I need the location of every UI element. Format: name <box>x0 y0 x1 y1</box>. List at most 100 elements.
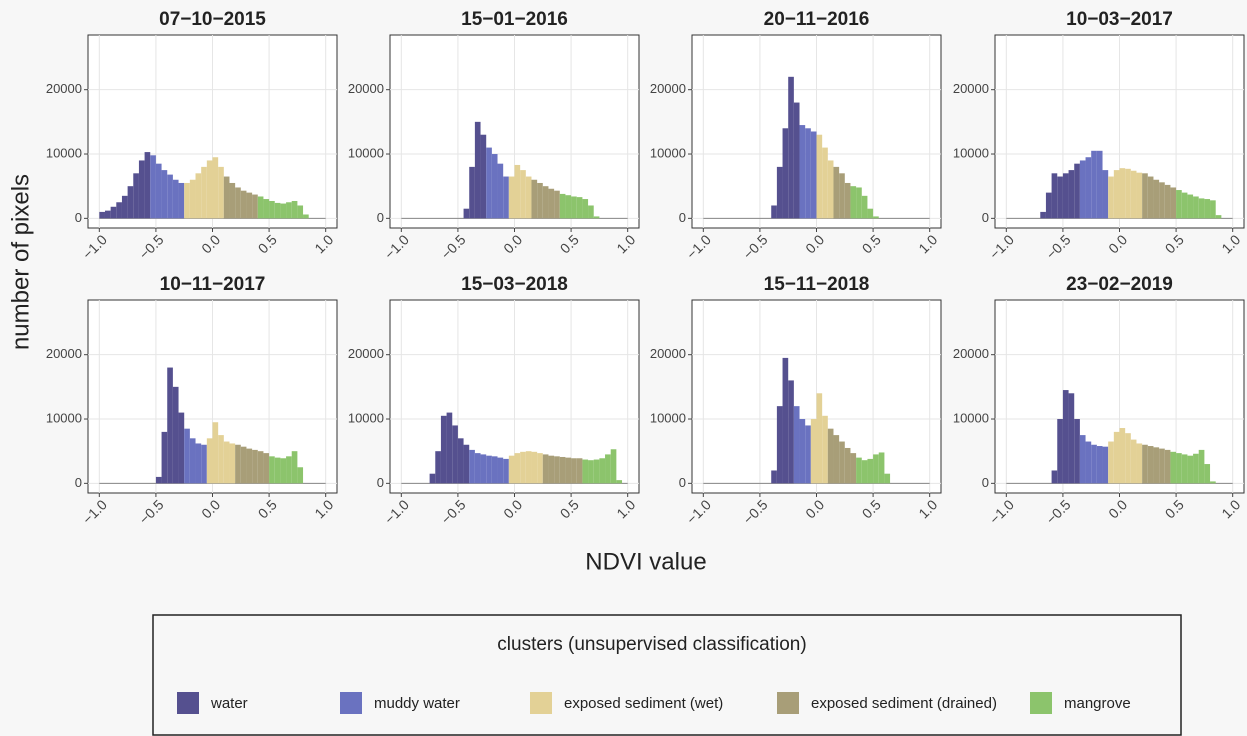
histogram-bar <box>520 451 526 484</box>
histogram-bar <box>486 455 492 484</box>
histogram-bar <box>1102 170 1109 219</box>
histogram-bar <box>1193 196 1199 219</box>
histogram-bar <box>805 128 811 219</box>
histogram-bar <box>212 157 219 219</box>
histogram-bar <box>520 170 526 219</box>
histogram-bar <box>1062 173 1069 219</box>
histogram-bar <box>269 200 275 219</box>
histogram-bar <box>1210 200 1216 219</box>
histogram-bar <box>274 457 281 484</box>
x-axis-label: NDVI value <box>585 548 706 575</box>
histogram-bar <box>138 160 145 219</box>
histogram-bar <box>503 458 509 484</box>
y-tick-label: 10000 <box>650 145 686 160</box>
panel-title: 15−01−2016 <box>461 9 568 30</box>
histogram-bar <box>776 166 783 219</box>
histogram-bar <box>1130 439 1137 484</box>
histogram-bar <box>833 166 840 219</box>
histogram-bar <box>816 134 823 219</box>
histogram-bar <box>810 131 817 219</box>
y-axis-label: number of pixels <box>7 174 34 350</box>
histogram-bar <box>195 443 202 484</box>
histogram-bar <box>559 193 566 219</box>
histogram-bar <box>582 199 589 219</box>
histogram-bar <box>1068 393 1075 484</box>
histogram-bar <box>1119 428 1126 484</box>
y-tick-label: 20000 <box>953 81 989 96</box>
y-tick-label: 10000 <box>650 410 686 425</box>
histogram-bar <box>850 453 857 484</box>
histogram-bar <box>782 128 789 219</box>
histogram-bar <box>155 476 162 484</box>
histogram-bar <box>503 176 509 219</box>
histogram-bar <box>508 455 515 484</box>
histogram-bar <box>799 419 806 484</box>
histogram-bar <box>799 125 806 219</box>
histogram-bar <box>246 192 253 219</box>
histogram-bar <box>1193 453 1199 484</box>
histogram-bar <box>1176 190 1182 219</box>
histogram-bar <box>1102 446 1109 484</box>
histogram-bar <box>588 460 594 484</box>
histogram-bar <box>184 428 190 484</box>
histogram-bar <box>542 454 549 484</box>
legend-label: muddy water <box>374 695 460 712</box>
histogram-bar <box>286 202 292 219</box>
histogram-bar <box>150 155 156 219</box>
histogram-bar <box>554 190 560 219</box>
histogram-bar <box>1176 453 1182 484</box>
histogram-bar <box>861 460 868 484</box>
histogram-bar <box>565 457 572 484</box>
histogram-bar <box>491 154 498 219</box>
histogram-bar <box>469 449 475 484</box>
histogram-bar <box>291 451 298 484</box>
histogram-bar <box>469 166 475 219</box>
panel-title: 15−11−2018 <box>764 274 870 295</box>
histogram-bar <box>446 412 453 484</box>
histogram-bar <box>514 164 521 219</box>
histogram-bar <box>793 102 800 219</box>
histogram-bar <box>1113 431 1120 484</box>
histogram-bar <box>576 458 583 484</box>
histogram-bar <box>257 451 264 484</box>
histogram-bar <box>1147 446 1154 484</box>
histogram-bar <box>844 182 851 219</box>
legend-box <box>152 614 1182 736</box>
histogram-bar <box>599 458 606 484</box>
histogram-bar <box>116 202 122 219</box>
histogram-bar <box>1108 441 1114 484</box>
histogram-bar <box>576 197 583 219</box>
histogram-bar <box>201 166 207 219</box>
panel-title: 10−03−2017 <box>1066 9 1173 30</box>
histogram-bar <box>850 186 857 219</box>
y-tick-label: 10000 <box>953 145 989 160</box>
legend-label: exposed sediment (wet) <box>564 695 723 712</box>
histogram-bar <box>1096 446 1103 484</box>
histogram-bar <box>839 441 845 484</box>
histogram-bar <box>1170 187 1177 219</box>
histogram-bar <box>1040 211 1046 219</box>
histogram-bar <box>474 453 481 484</box>
histogram-bar <box>593 216 600 219</box>
histogram-bar <box>127 186 134 219</box>
histogram-bar <box>252 449 258 484</box>
legend-title: clusters (unsupervised classification) <box>497 634 806 655</box>
histogram-bar <box>839 173 845 219</box>
histogram-bar <box>867 208 874 219</box>
histogram-bar <box>1142 173 1148 219</box>
histogram-bar <box>291 200 298 219</box>
histogram-bar <box>873 454 879 484</box>
histogram-bar <box>1108 176 1114 219</box>
histogram-bar <box>571 458 577 484</box>
panel-title: 23−02−2019 <box>1066 274 1173 295</box>
histogram-bar <box>246 448 253 484</box>
histogram-bar <box>1057 419 1063 484</box>
histogram-bar <box>252 194 258 219</box>
histogram-bar <box>542 186 549 219</box>
histogram-bar <box>240 446 247 484</box>
histogram-bar <box>167 174 173 219</box>
y-tick-label: 10000 <box>348 410 384 425</box>
histogram-bar <box>1198 198 1205 219</box>
histogram-bar <box>605 454 611 484</box>
histogram-bar <box>280 203 287 219</box>
